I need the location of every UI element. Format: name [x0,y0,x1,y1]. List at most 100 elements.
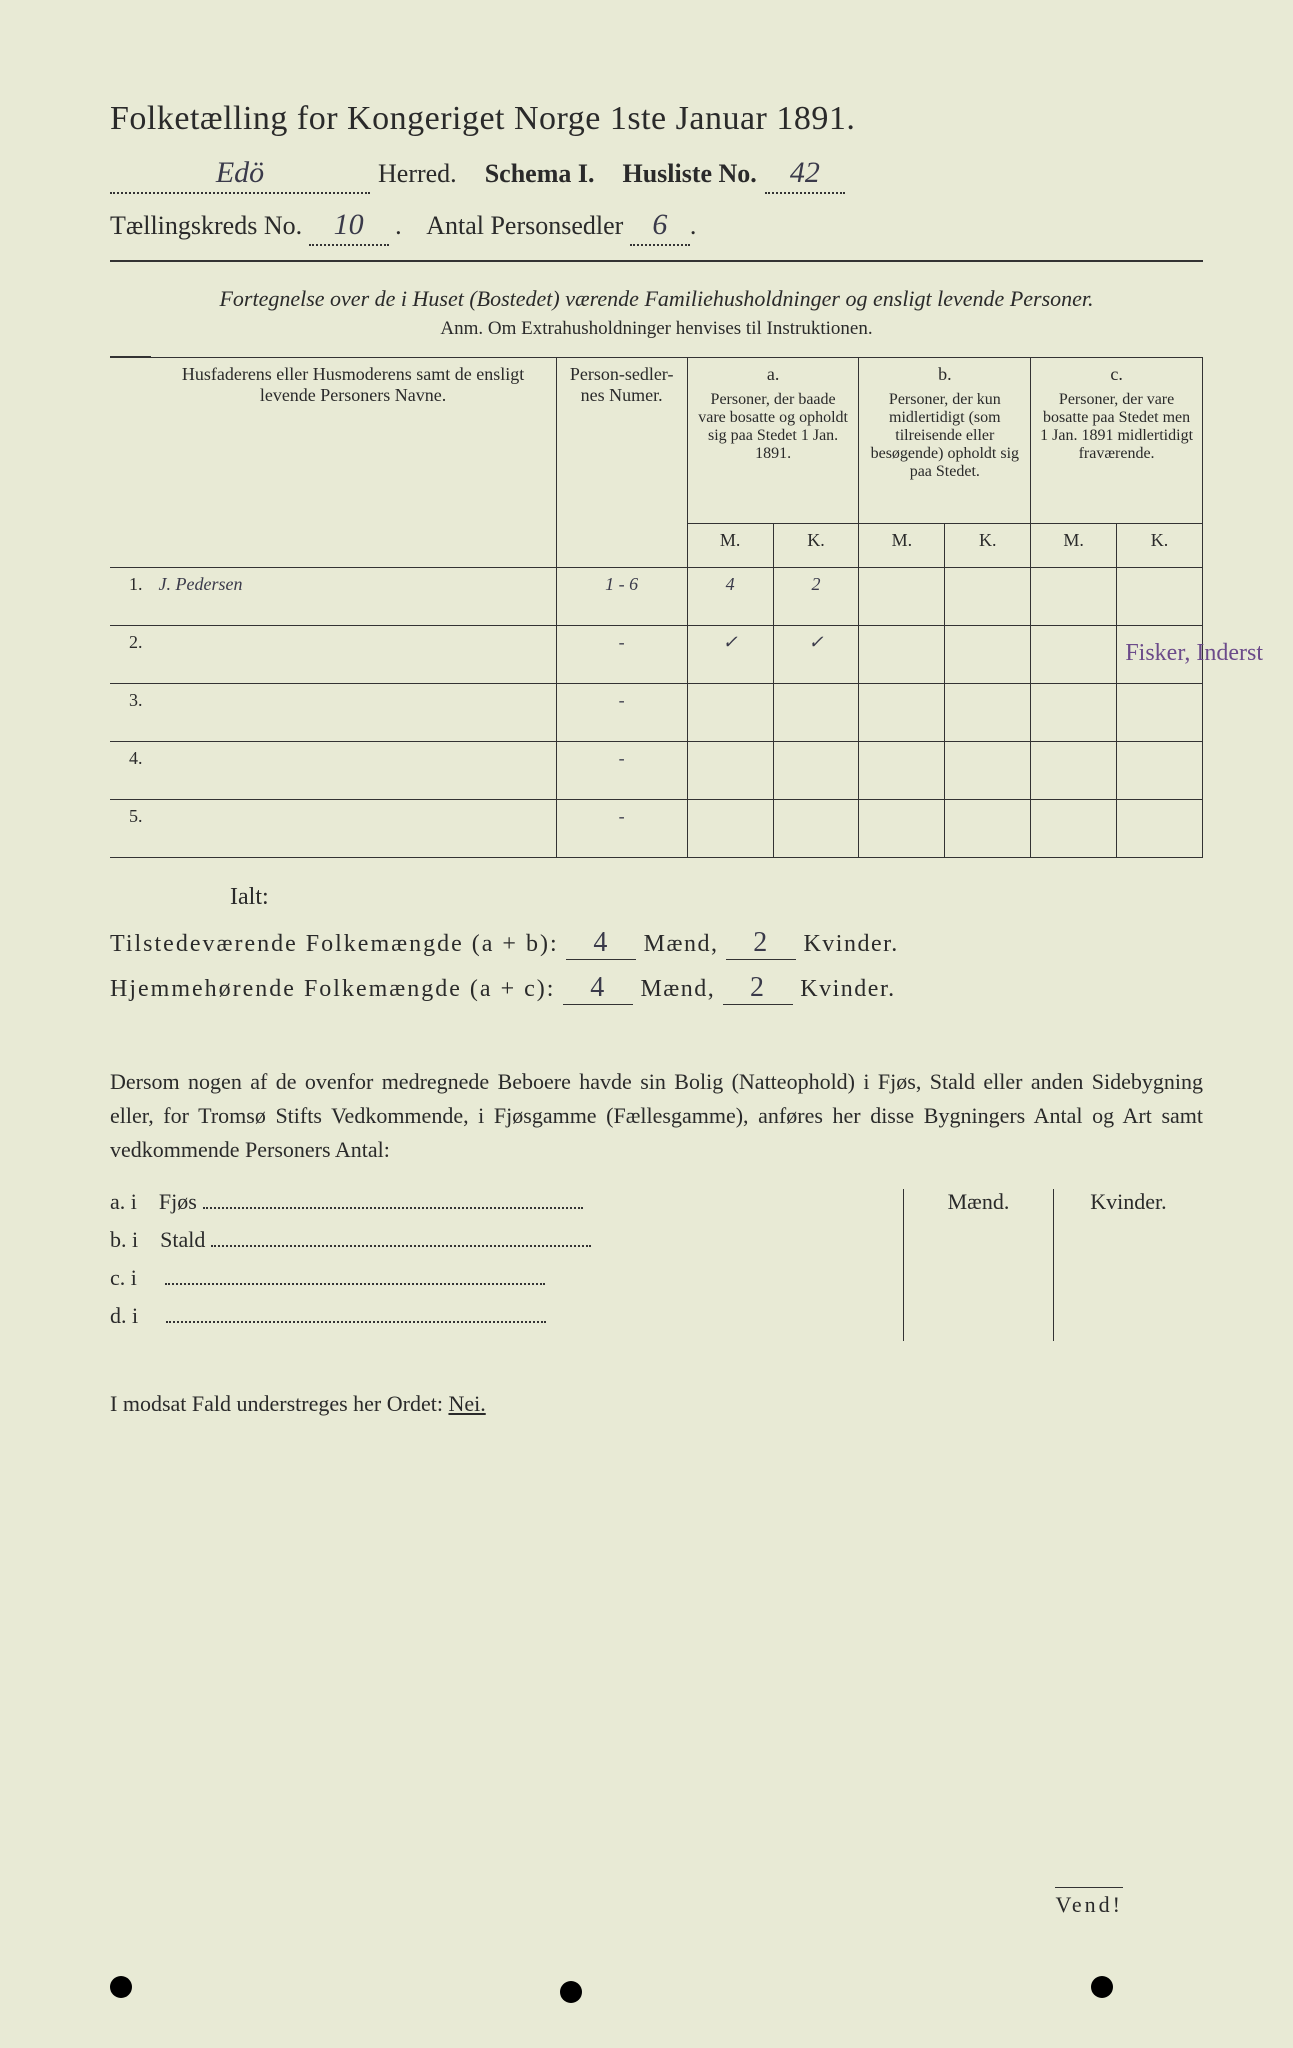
census-form-page: Folketælling for Kongeriget Norge 1ste J… [0,0,1293,2048]
personsedler-cell: 1 - 6 [556,567,687,625]
c-m-cell [1031,741,1117,799]
col-c-text: Personer, der vare bosatte paa Stedet me… [1039,391,1194,463]
totals-label-1: Tilstedeværende Folkemængde (a + b): [110,931,559,957]
a-k-cell [773,683,859,741]
totals-1-k: 2 [726,927,796,960]
a-m-cell [687,741,773,799]
col-b-text: Personer, der kun midlertidigt (som tilr… [867,391,1022,481]
table-row: 1.J. Pedersen1 - 642 [110,567,1203,625]
b-m-cell [859,683,945,741]
dotted-fill [160,1303,546,1328]
kreds-value: 10 [309,208,389,246]
footer-line: I modsat Fald understreges her Ordet: Ne… [110,1391,1203,1417]
maend-label: Mænd, [644,931,719,957]
row-number: 1. [110,567,151,625]
footer-text: I modsat Fald understreges her Ordet: [110,1391,448,1416]
building-paragraph: Dersom nogen af de ovenfor medregnede Be… [110,1065,1203,1167]
building-row-label: b. i [110,1227,138,1252]
dotted-fill [205,1227,591,1252]
subtitle: Fortegnelse over de i Huset (Bostedet) v… [110,286,1203,312]
schema-label: Schema I. [485,159,595,189]
side-maend: Mænd. [904,1189,1053,1341]
kreds-line: Tællingskreds No. 10 . Antal Personsedle… [110,208,1203,246]
b-k-cell [945,741,1031,799]
table-row: 3. - [110,683,1203,741]
totals-2-k: 2 [723,972,793,1005]
col-c-m: M. [1031,523,1117,567]
row-number: 2. [110,625,151,683]
totals-line-1: Tilstedeværende Folkemængde (a + b): 4 M… [110,927,1203,960]
col-b: b. Personer, der kun midlertidigt (som t… [859,357,1031,523]
kreds-label: Tællingskreds No. [110,211,302,240]
dotted-fill [159,1265,545,1290]
a-k-cell [773,741,859,799]
c-m-cell [1031,799,1117,857]
a-k-cell: ✓ [773,625,859,683]
building-row-item: Stald [160,1227,205,1252]
herred-line: Edö Herred. Schema I. Husliste No. 42 [110,156,1203,194]
name-cell [151,625,557,683]
c-m-cell [1031,625,1117,683]
c-k-cell [1117,741,1203,799]
b-m-cell [859,567,945,625]
building-row: b. i Stald [110,1227,903,1253]
a-m-cell [687,683,773,741]
antal-value: 6 [630,208,690,246]
table-row: 4. - [110,741,1203,799]
row-number: 3. [110,683,151,741]
side-kvinder: Kvinder. [1053,1189,1203,1341]
col-a: a. Personer, der baade vare bosatte og o… [687,357,859,523]
name-cell [151,683,557,741]
building-row: d. i [110,1303,903,1329]
col-a-m: M. [687,523,773,567]
building-row-item: Fjøs [159,1189,197,1214]
a-m-cell: 4 [687,567,773,625]
col-a-label: a. [696,364,851,385]
table-row: 2.-✓✓ [110,625,1203,683]
dotted-fill [197,1189,583,1214]
name-cell [151,799,557,857]
husliste-value: 42 [765,156,845,194]
a-k-cell: 2 [773,567,859,625]
totals-1-m: 4 [566,927,636,960]
table-row: 5.- [110,799,1203,857]
b-k-cell [945,625,1031,683]
col-c-k: K. [1117,523,1203,567]
b-m-cell [859,625,945,683]
page-title: Folketælling for Kongeriget Norge 1ste J… [110,100,1203,138]
annotation-note: Anm. Om Extrahusholdninger henvises til … [110,318,1203,340]
antal-label: Antal Personsedler [426,211,623,240]
a-m-cell [687,799,773,857]
husliste-label: Husliste No. [622,159,756,189]
totals-2-m: 4 [563,972,633,1005]
b-k-cell [945,799,1031,857]
col-b-label: b. [867,364,1022,385]
census-table: Husfaderens eller Husmoderens samt de en… [110,356,1203,858]
col-b-k: K. [945,523,1031,567]
c-m-cell [1031,683,1117,741]
ialt-label: Ialt: [230,884,1203,911]
personsedler-cell: - [556,741,687,799]
row-number: 4. [110,741,151,799]
col-a-k: K. [773,523,859,567]
c-k-cell [1117,799,1203,857]
kvinder-label-2: Kvinder. [800,976,895,1002]
col-names: Husfaderens eller Husmoderens samt de en… [151,357,557,567]
building-counts: Mænd. Kvinder. [903,1189,1203,1341]
ink-blot-icon [1091,1976,1113,1998]
c-m-cell [1031,567,1117,625]
personsedler-cell: - [556,683,687,741]
margin-note: Fisker, Inderst [1125,640,1263,667]
personsedler-cell: - [556,799,687,857]
herred-value: Edö [110,156,370,194]
vend-label: Vend! [1055,1887,1123,1918]
a-m-cell: ✓ [687,625,773,683]
c-k-cell [1117,567,1203,625]
b-k-cell [945,683,1031,741]
totals-line-2: Hjemmehørende Folkemængde (a + c): 4 Mæn… [110,972,1203,1005]
personsedler-cell: - [556,625,687,683]
building-rows: a. i Fjøsb. i Staldc. i d. i [110,1189,903,1341]
col-personsedler: Person-sedler-nes Numer. [556,357,687,567]
totals-block: Ialt: Tilstedeværende Folkemængde (a + b… [110,884,1203,1005]
building-row: c. i [110,1265,903,1291]
